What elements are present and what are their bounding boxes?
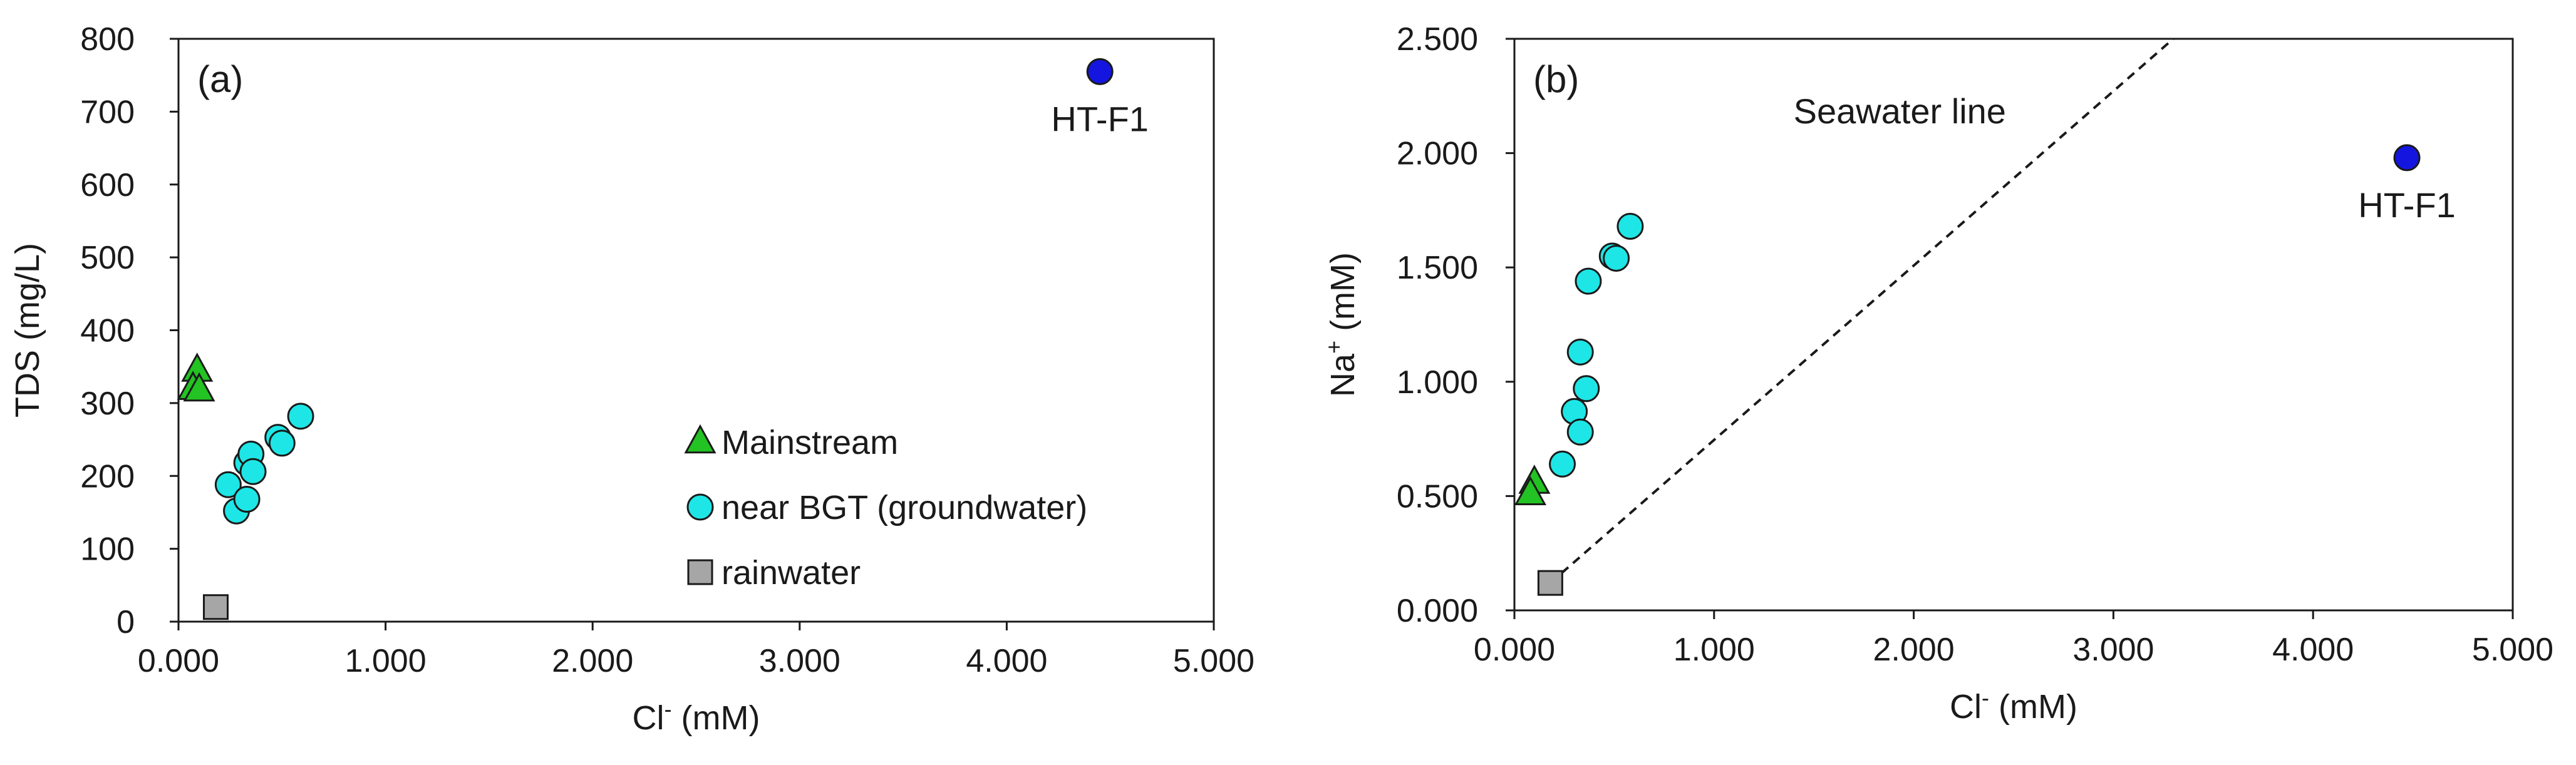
ht-f1-point (1086, 58, 1114, 85)
x-tick-label: 4.000 (2272, 632, 2354, 668)
y-tick-label: 2.500 (1397, 21, 1478, 58)
legend-near-bgt-groundwater-marker (686, 493, 714, 521)
x-axis-title-unit: (mM) (672, 699, 760, 737)
x-tick-label: 2.000 (552, 643, 633, 679)
x-axis-title-main: Cl (633, 699, 665, 737)
seawater-line-line (1549, 38, 2175, 584)
y-axis-title: Na+ (mM) (1321, 252, 1362, 397)
y-tick-label: 500 (80, 240, 135, 276)
x-tick-label: 5.000 (2472, 632, 2553, 668)
near-bgt-groundwater-point (214, 471, 242, 498)
rainwater-point (203, 594, 229, 620)
legend-mainstream-marker (684, 424, 716, 454)
y-tick-label: 400 (80, 313, 135, 349)
near-bgt-groundwater-point (1549, 450, 1576, 478)
x-tick-label: 2.000 (1873, 632, 1955, 668)
near-bgt-groundwater-point (1575, 267, 1602, 295)
x-tick-label: 1.000 (345, 643, 427, 679)
legend-rainwater-marker (687, 559, 713, 585)
legend-mainstream-label: Mainstream (722, 424, 898, 461)
x-tick-label: 1.000 (1673, 632, 1755, 668)
x-axis-title: Cl- (mM) (1950, 685, 2077, 726)
x-tick-label: 3.000 (2072, 632, 2154, 668)
near-bgt-groundwater-point (1616, 212, 1644, 240)
y-tick-label: 700 (80, 94, 135, 130)
near-bgt-groundwater-point (1566, 338, 1594, 366)
x-axis-title-superscript: - (1982, 685, 1989, 711)
ht-f1-point (2393, 144, 2421, 172)
y-tick-label: 0.500 (1397, 478, 1478, 515)
legend-near-bgt-groundwater-label: near BGT (groundwater) (722, 489, 1087, 526)
legend: Mainstream near BGT (groundwater) rainwate… (684, 424, 1087, 592)
y-axis-title: TDS (mg/L) (9, 243, 46, 418)
seawater-line-annotation: Seawater line (1794, 91, 2006, 131)
x-tick-label: 0.000 (138, 643, 219, 679)
y-tick-label: 1.000 (1397, 364, 1478, 401)
near-bgt-groundwater-point (1573, 375, 1600, 403)
x-axis-title-unit: (mM) (1989, 688, 2077, 726)
ht-f1-annotation: HT-F1 (2358, 185, 2456, 225)
near-bgt-groundwater-point (233, 485, 261, 513)
panel-b: 0.000 1.000 2.000 3.000 4.000 5.000 0.000 0.500… (1321, 21, 2553, 726)
x-tick-label: 3.000 (759, 643, 841, 679)
panel-label: (a) (197, 58, 243, 100)
y-tick-label: 2.000 (1397, 136, 1478, 172)
plot-frame (1513, 38, 2514, 612)
y-tick-label: 800 (80, 21, 135, 58)
near-bgt-groundwater-point (287, 403, 314, 430)
near-bgt-groundwater-point (239, 458, 267, 485)
x-tick-label: 4.000 (966, 643, 1047, 679)
x-axis-title-main: Cl (1950, 688, 1982, 726)
panel-a: 0.000 1.000 2.000 3.000 4.000 5.000 0 100 200 300… (9, 21, 1254, 737)
y-tick-label: 600 (80, 167, 135, 203)
near-bgt-groundwater-point (1603, 245, 1630, 272)
y-tick-label: 200 (80, 458, 135, 495)
y-tick-label: 0 (116, 604, 135, 640)
y-tick-label: 300 (80, 386, 135, 422)
near-bgt-groundwater-point (268, 429, 296, 457)
x-tick-label: 5.000 (1173, 643, 1254, 679)
x-axis-title-superscript: - (665, 696, 672, 722)
near-bgt-groundwater-point (1566, 418, 1594, 446)
legend-rainwater-label: rainwater (722, 554, 861, 592)
y-tick-label: 0.000 (1397, 593, 1478, 629)
y-axis-title-unit: (mM) (1324, 252, 1362, 341)
y-axis-title-superscript: + (1321, 341, 1347, 354)
rainwater-point (1537, 570, 1563, 596)
y-axis-title-main: Na (1324, 353, 1362, 397)
panel-label: (b) (1533, 58, 1579, 100)
y-tick-label: 100 (80, 531, 135, 568)
x-tick-label: 0.000 (1474, 632, 1555, 668)
y-tick-label: 1.500 (1397, 250, 1478, 286)
ht-f1-annotation: HT-F1 (1051, 99, 1149, 138)
x-axis-title: Cl- (mM) (633, 696, 760, 737)
mainstream-point (1514, 476, 1547, 506)
mainstream-point (183, 372, 215, 402)
